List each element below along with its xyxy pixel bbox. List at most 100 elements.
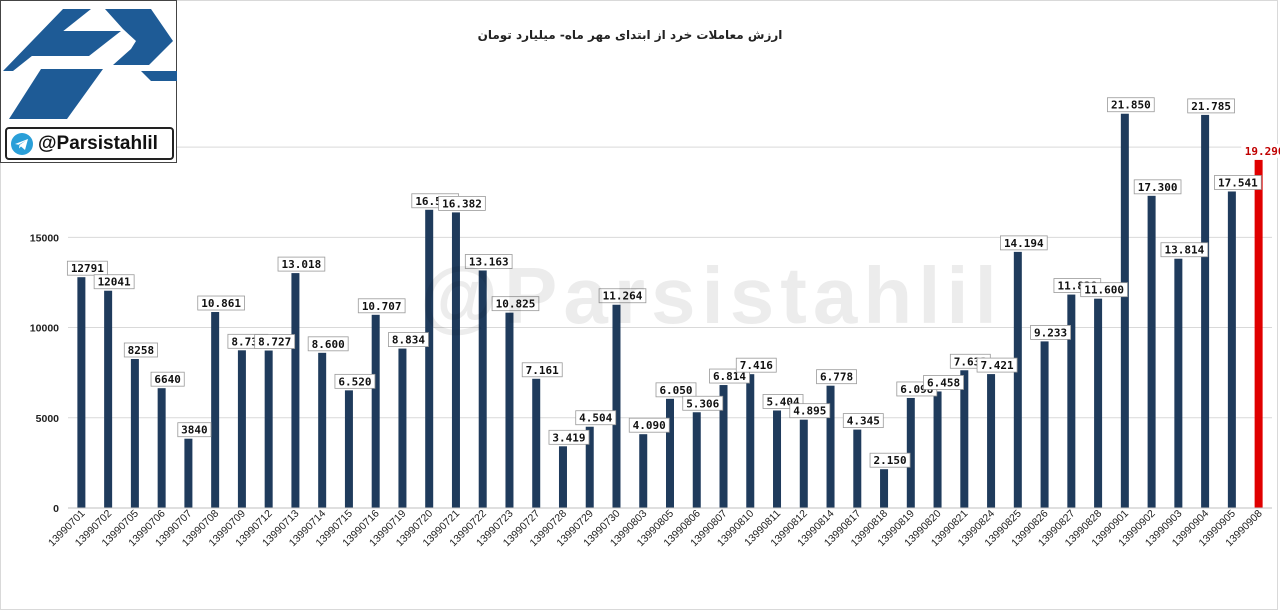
data-label: 8258 bbox=[128, 344, 155, 357]
data-label-box bbox=[307, 336, 349, 352]
bar bbox=[1201, 114, 1210, 508]
bar bbox=[826, 385, 835, 508]
data-label: 5.306 bbox=[686, 397, 719, 410]
bar bbox=[184, 438, 193, 508]
data-label-box bbox=[1107, 97, 1155, 113]
data-label-box bbox=[628, 417, 670, 433]
data-label: 17.541 bbox=[1218, 176, 1258, 189]
data-label-box bbox=[598, 288, 647, 304]
data-label-box bbox=[357, 298, 406, 314]
data-label-box bbox=[1080, 282, 1128, 298]
data-label-box bbox=[789, 403, 831, 419]
bar bbox=[1040, 341, 1049, 508]
data-label: 21.850 bbox=[1111, 99, 1151, 112]
data-label: 11.264 bbox=[603, 290, 643, 303]
data-label-box bbox=[491, 296, 540, 312]
data-label-box bbox=[197, 295, 245, 311]
bar bbox=[692, 412, 701, 508]
data-label: 7.161 bbox=[526, 364, 559, 377]
bar bbox=[987, 374, 996, 508]
data-label-box bbox=[66, 260, 108, 276]
bar bbox=[451, 212, 460, 508]
data-label: 6.458 bbox=[927, 376, 960, 389]
bar bbox=[1013, 251, 1022, 509]
bar bbox=[746, 374, 755, 508]
bar bbox=[425, 209, 434, 508]
data-label-box bbox=[93, 274, 135, 290]
y-tick-label: 15000 bbox=[30, 232, 59, 244]
bar bbox=[211, 312, 220, 508]
data-label-box bbox=[150, 371, 185, 387]
bar bbox=[264, 350, 273, 508]
logo-handle: @Parsistahlil bbox=[5, 127, 174, 160]
data-label: 13.814 bbox=[1164, 244, 1204, 257]
bar bbox=[1147, 195, 1156, 508]
bar bbox=[291, 273, 300, 508]
bar bbox=[505, 312, 514, 508]
data-label: 6640 bbox=[154, 373, 181, 386]
data-label: 12791 bbox=[71, 262, 104, 275]
bar bbox=[612, 304, 621, 508]
bar bbox=[906, 397, 915, 508]
bars bbox=[77, 113, 1263, 509]
data-label: 4.090 bbox=[633, 419, 666, 432]
data-label: 9.233 bbox=[1034, 326, 1067, 339]
watermark-text: @Parsistahlil bbox=[420, 251, 1003, 340]
data-label-box bbox=[464, 254, 513, 269]
data-label-box bbox=[1133, 179, 1182, 195]
data-label: 3840 bbox=[181, 424, 208, 437]
data-label-box bbox=[177, 422, 212, 438]
data-label: 14.194 bbox=[1004, 237, 1044, 250]
bar bbox=[666, 398, 674, 508]
bar bbox=[880, 469, 889, 508]
data-label: 4.504 bbox=[579, 412, 612, 425]
data-label-box bbox=[1214, 175, 1262, 190]
data-label-box bbox=[388, 332, 429, 347]
bar bbox=[398, 348, 407, 508]
data-label: 6.520 bbox=[338, 375, 371, 388]
data-label-box bbox=[438, 195, 486, 211]
telegram-icon bbox=[11, 132, 33, 155]
bar bbox=[130, 358, 139, 508]
data-label-box bbox=[976, 357, 1018, 373]
data-label: 4.345 bbox=[847, 415, 880, 428]
data-label-box bbox=[521, 362, 563, 378]
logo: @Parsistahlil bbox=[0, 0, 177, 163]
y-axis: 0 5000 10000 15000 bbox=[30, 232, 59, 515]
data-label: 12041 bbox=[98, 276, 131, 289]
data-label: 21.785 bbox=[1191, 100, 1231, 113]
parsistahlil-logo-mark bbox=[3, 9, 177, 119]
y-tick-label: 5000 bbox=[36, 413, 60, 425]
data-label-box bbox=[1187, 98, 1235, 114]
bar bbox=[478, 270, 487, 508]
bar bbox=[1120, 113, 1129, 509]
data-label: 6.814 bbox=[713, 370, 746, 383]
bar bbox=[532, 378, 541, 508]
bar bbox=[1227, 191, 1236, 508]
data-label-box bbox=[254, 334, 296, 349]
bar-highlight bbox=[1254, 159, 1263, 508]
data-label: 19.290 bbox=[1245, 145, 1280, 158]
data-label-box bbox=[842, 413, 884, 428]
y-tick-label: 10000 bbox=[30, 323, 59, 335]
data-label-box bbox=[277, 256, 326, 272]
data-label: 8.727 bbox=[258, 336, 291, 349]
bar bbox=[639, 434, 648, 508]
data-label: 3.419 bbox=[552, 431, 585, 444]
bar bbox=[719, 385, 728, 508]
data-label: 8.600 bbox=[312, 338, 345, 351]
data-label: 2.150 bbox=[873, 454, 906, 467]
bar bbox=[237, 350, 246, 508]
bar bbox=[853, 429, 862, 508]
data-label: 8.834 bbox=[392, 334, 425, 347]
bar bbox=[1174, 258, 1183, 508]
bar bbox=[344, 390, 353, 508]
bar bbox=[157, 388, 166, 508]
data-label-box bbox=[869, 452, 911, 468]
bar bbox=[558, 446, 567, 508]
data-label-box bbox=[575, 410, 617, 426]
data-label: 13.018 bbox=[282, 258, 322, 271]
data-label-box bbox=[548, 429, 590, 445]
